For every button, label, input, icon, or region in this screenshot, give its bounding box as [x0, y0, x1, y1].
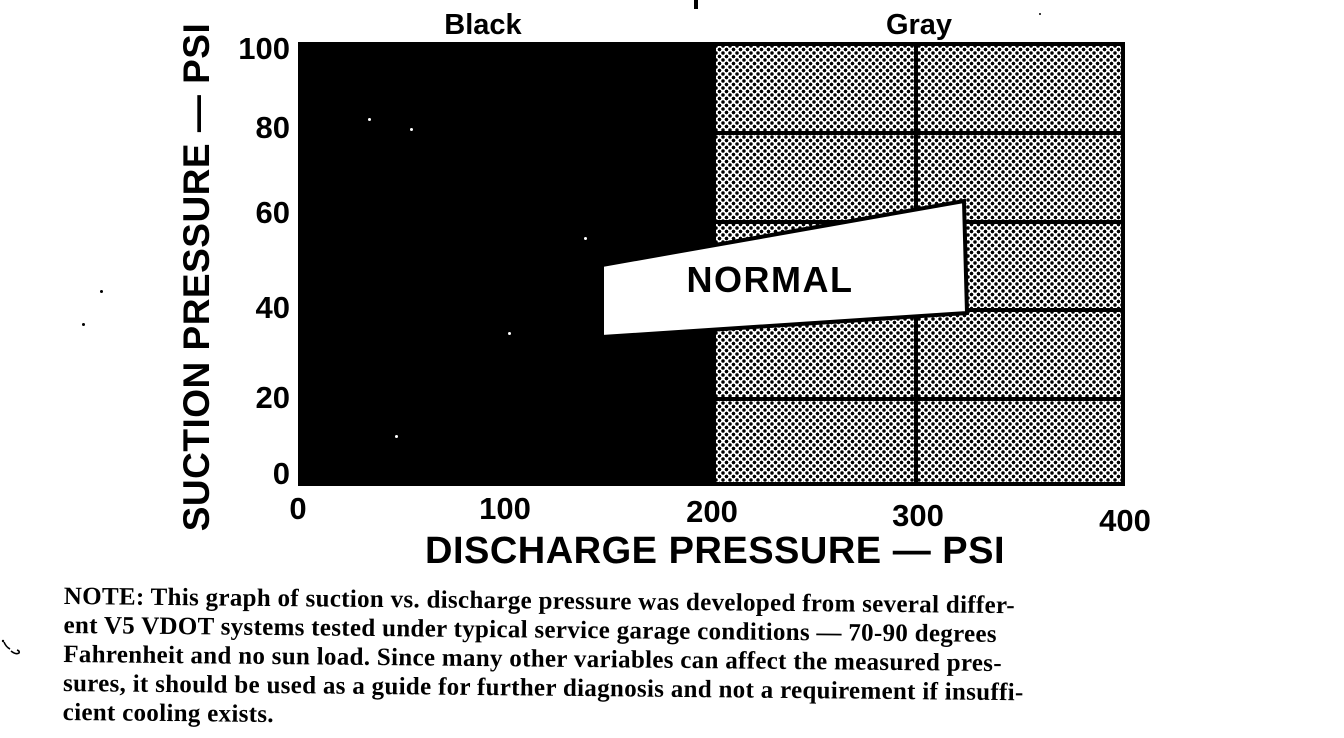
scan-speck: [584, 237, 587, 240]
x-tick-400: 400: [1099, 503, 1151, 538]
scan-speck: [368, 118, 371, 121]
normal-band: [600, 198, 970, 340]
plot-area: NORMAL: [298, 42, 1125, 486]
gridline-suction-20: [712, 397, 1125, 401]
x-tick-100: 100: [479, 491, 531, 526]
x-axis-title: DISCHARGE PRESSURE — PSI: [425, 530, 1005, 572]
scan-speck: [1039, 13, 1041, 15]
scan-speck: [410, 128, 413, 131]
y-tick-60: 60: [255, 195, 290, 230]
y-tick-0: 0: [272, 456, 290, 491]
x-tick-200: 200: [686, 494, 738, 529]
scan-speck: [395, 435, 398, 438]
gray-region-label: Gray: [885, 9, 953, 41]
black-region-label: Black: [444, 9, 522, 41]
y-tick-100: 100: [238, 31, 290, 66]
gridline-suction-80: [712, 131, 1125, 135]
x-tick-0: 0: [289, 491, 307, 526]
scan-speck: [100, 290, 103, 293]
y-tick-80: 80: [255, 110, 290, 145]
note-paragraph: NOTE: This graph of suction vs. discharg…: [63, 582, 1344, 738]
scan-speck: [508, 332, 511, 335]
scan-speck: [82, 323, 85, 326]
normal-band-label: NORMAL: [686, 259, 854, 300]
y-tick-20: 20: [255, 380, 290, 415]
y-axis-title: SUCTION PRESSURE — PSI: [176, 22, 217, 532]
y-tick-40: 40: [255, 290, 290, 325]
x-tick-300: 300: [892, 498, 944, 533]
top-tick-mark: [694, 0, 698, 9]
ink-smudge: [1, 639, 21, 655]
